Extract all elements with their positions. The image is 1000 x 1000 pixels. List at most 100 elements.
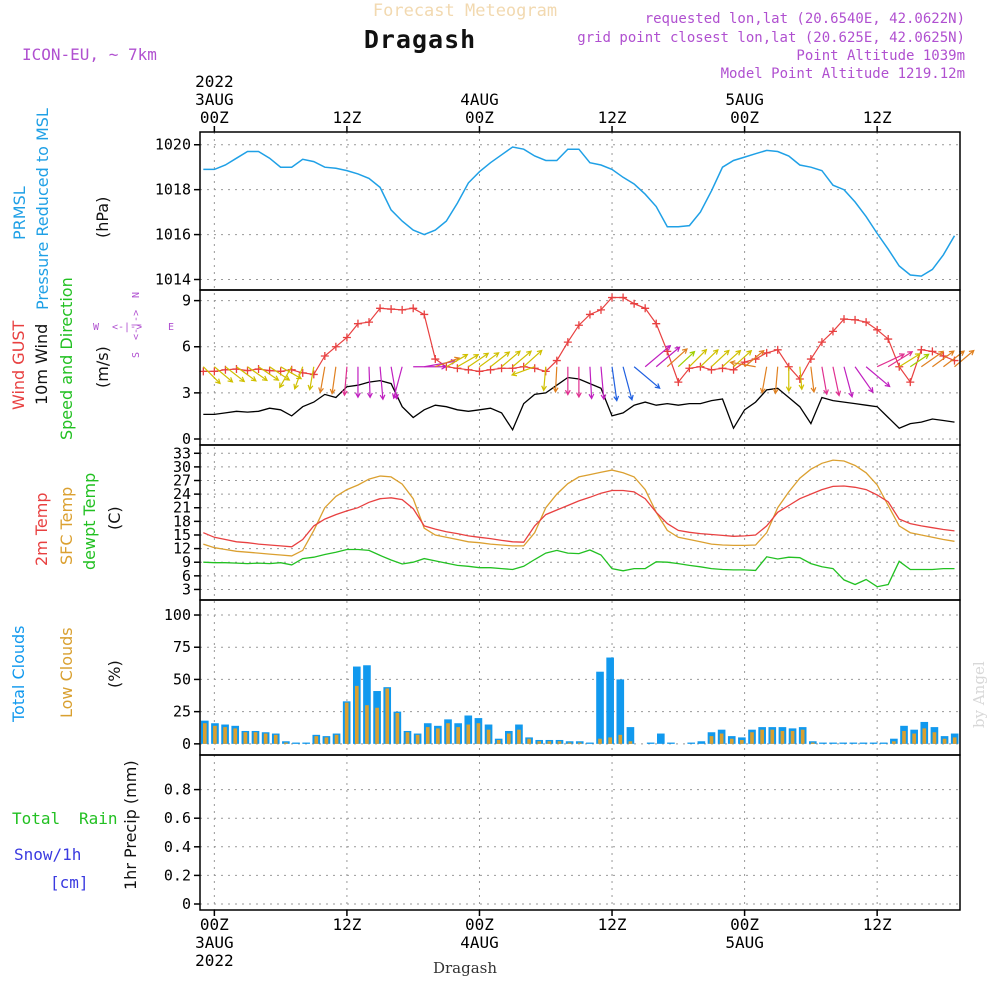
low-cloud-bar <box>952 737 957 744</box>
y-tick-label: 0 <box>182 895 191 913</box>
gust-marker <box>342 333 351 342</box>
low-cloud-bar <box>344 702 349 744</box>
wind-direction-arrow <box>293 366 304 390</box>
low-cloud-bar <box>324 737 329 744</box>
label-wind-speed: Speed and Direction <box>57 277 76 440</box>
compass-h-arrows: <-|-> <box>112 322 142 333</box>
low-cloud-bar <box>436 728 440 744</box>
total-cloud-bar <box>363 665 371 744</box>
bottom-axis-label: 00Z <box>465 915 494 934</box>
compass-n: N <box>131 292 142 298</box>
gust-marker <box>917 345 926 354</box>
low-cloud-bar <box>466 724 471 744</box>
gust-marker <box>773 345 782 354</box>
gust-marker <box>674 378 683 387</box>
gust-marker <box>806 355 815 364</box>
gust-marker <box>309 370 318 379</box>
wind-direction-arrow <box>633 366 661 389</box>
gust-marker <box>585 310 594 319</box>
compass-v-arrows: <-|-> <box>131 310 142 340</box>
total-cloud-bar <box>596 671 604 744</box>
label-wind-unit: (m/s) <box>93 346 112 388</box>
wind-direction-arrow <box>821 366 829 396</box>
panel-frame <box>199 131 961 291</box>
gust-marker <box>353 319 362 328</box>
sfc-temp-line <box>203 459 955 557</box>
gust-marker <box>718 364 727 373</box>
wind-direction-arrow <box>512 350 533 368</box>
wind-direction-arrow <box>887 351 914 368</box>
low-cloud-bar <box>790 730 795 744</box>
low-cloud-bar <box>486 729 491 744</box>
y-tick-label: 1018 <box>155 181 191 199</box>
total-cloud-bar <box>292 742 300 744</box>
wind-direction-arrow <box>655 346 681 368</box>
label-sfc-temp: SFC Temp <box>57 487 76 565</box>
y-tick-label: 0 <box>182 735 191 753</box>
y-tick-label: 6 <box>182 338 191 356</box>
gust-marker <box>608 293 617 302</box>
y-tick-label: 24 <box>173 485 191 503</box>
label-wind-10m: 10m Wind <box>32 324 51 405</box>
low-cloud-bar <box>284 742 288 744</box>
gust-marker <box>331 342 340 351</box>
wind-direction-arrow <box>457 354 480 368</box>
wind-direction-arrow <box>523 349 543 368</box>
low-cloud-bar <box>395 712 400 744</box>
wind-direction-arrow <box>600 366 607 401</box>
low-cloud-bar <box>780 730 785 744</box>
low-cloud-bar <box>223 727 227 744</box>
y-tick-label: 1016 <box>155 226 191 244</box>
wind-compass: N S W E <-|-> <-|-> <box>93 292 174 358</box>
wind-direction-arrow <box>318 366 326 394</box>
point-altitude: Point Altitude 1039m <box>796 48 965 64</box>
label-low-clouds: Low Clouds <box>57 627 76 718</box>
gust-marker <box>420 310 429 319</box>
bottom-axis-label: 2022 <box>195 951 234 970</box>
total-cloud-bar <box>616 679 625 744</box>
low-cloud-bar <box>912 733 916 744</box>
y-tick-label: 18 <box>173 512 191 530</box>
gust-marker <box>630 299 639 308</box>
pressure-panel: 1014 1016 1018 1020 <box>155 136 960 289</box>
compass-s: S <box>131 352 142 358</box>
low-cloud-bar <box>446 723 450 744</box>
gust-marker <box>387 305 396 314</box>
gust-marker <box>619 293 628 302</box>
label-wind-gust: Wind GUST <box>9 320 28 410</box>
wind-direction-arrow <box>744 349 765 368</box>
precip-labels: Total Rain Snow/1h [cm] 1hr Precip (mm) <box>12 760 140 892</box>
low-cloud-bar <box>456 727 460 744</box>
gust-marker <box>928 347 937 356</box>
compass-w: W <box>93 322 100 333</box>
low-cloud-bar <box>892 741 896 744</box>
wind-direction-arrow <box>341 366 348 397</box>
precip-panel: 0 0.2 0.4 0.6 0.8 <box>164 781 960 913</box>
wind-direction-arrow <box>711 349 730 368</box>
low-cloud-bar <box>750 732 754 744</box>
wind-direction-arrow <box>920 350 945 368</box>
low-cloud-bar <box>537 741 542 744</box>
y-tick-label: 12 <box>173 540 191 558</box>
top-axis-label: 12Z <box>863 108 892 127</box>
y-tick-label: 33 <box>173 444 191 462</box>
low-cloud-bar <box>618 734 623 744</box>
total-cloud-bar <box>586 742 594 744</box>
top-axis-label: 4AUG <box>460 90 499 109</box>
y-tick-label: 6 <box>182 567 191 585</box>
bottom-axis-label: 00Z <box>200 915 229 934</box>
temp-2m-line <box>203 485 955 548</box>
wind-direction-arrow <box>501 350 522 368</box>
low-cloud-bar <box>577 742 582 744</box>
meteogram-title: Forecast Meteogram <box>373 1 557 21</box>
total-cloud-bar <box>829 742 837 744</box>
low-cloud-bar <box>740 739 744 744</box>
wind-direction-arrow <box>699 348 719 368</box>
y-tick-label: 9 <box>182 292 191 310</box>
low-cloud-bar <box>517 729 521 744</box>
low-cloud-bar <box>365 705 369 744</box>
y-tick-label: 75 <box>173 638 191 656</box>
wind-direction-arrow <box>355 366 361 399</box>
low-cloud-bar <box>385 688 390 744</box>
